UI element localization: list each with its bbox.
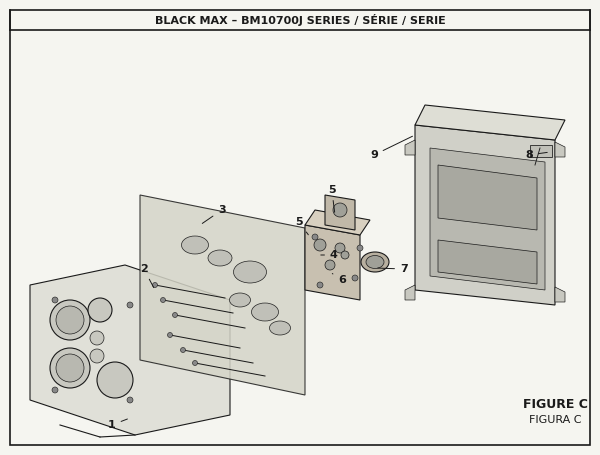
Circle shape: [127, 397, 133, 403]
Circle shape: [56, 354, 84, 382]
Circle shape: [50, 348, 90, 388]
Circle shape: [161, 298, 166, 303]
Circle shape: [52, 387, 58, 393]
Ellipse shape: [361, 252, 389, 272]
Circle shape: [173, 313, 178, 318]
Circle shape: [167, 333, 173, 338]
Text: 5: 5: [295, 217, 308, 235]
Polygon shape: [305, 225, 360, 300]
Polygon shape: [305, 210, 370, 235]
Circle shape: [152, 283, 157, 288]
Polygon shape: [555, 142, 565, 157]
Circle shape: [97, 362, 133, 398]
Text: 5: 5: [328, 185, 335, 212]
Text: 6: 6: [332, 273, 346, 285]
Polygon shape: [405, 285, 415, 300]
Circle shape: [127, 302, 133, 308]
Polygon shape: [415, 125, 555, 305]
Circle shape: [357, 245, 363, 251]
Circle shape: [317, 282, 323, 288]
Text: 2: 2: [140, 264, 154, 288]
Circle shape: [352, 275, 358, 281]
Polygon shape: [405, 140, 415, 155]
Ellipse shape: [182, 236, 209, 254]
Polygon shape: [30, 265, 230, 435]
Text: BLACK MAX – BM10700J SERIES / SÉRIE / SERIE: BLACK MAX – BM10700J SERIES / SÉRIE / SE…: [155, 14, 445, 26]
Circle shape: [193, 360, 197, 365]
Polygon shape: [415, 105, 565, 140]
Circle shape: [90, 349, 104, 363]
Text: 1: 1: [108, 419, 127, 430]
Bar: [530, 145, 552, 157]
Ellipse shape: [269, 321, 290, 335]
Circle shape: [333, 203, 347, 217]
Circle shape: [56, 306, 84, 334]
Polygon shape: [438, 240, 537, 284]
Ellipse shape: [208, 250, 232, 266]
Circle shape: [50, 300, 90, 340]
Circle shape: [312, 234, 318, 240]
Polygon shape: [555, 287, 565, 302]
Text: FIGURE C: FIGURE C: [523, 399, 587, 411]
Text: FIGURA C: FIGURA C: [529, 415, 581, 425]
Circle shape: [181, 348, 185, 353]
Polygon shape: [430, 148, 545, 290]
Ellipse shape: [233, 261, 266, 283]
Ellipse shape: [366, 256, 384, 268]
Polygon shape: [140, 195, 305, 395]
Text: 7: 7: [378, 264, 408, 274]
Polygon shape: [325, 195, 355, 230]
Text: 3: 3: [202, 205, 226, 223]
Text: 4: 4: [321, 250, 338, 260]
Circle shape: [90, 331, 104, 345]
Circle shape: [314, 239, 326, 251]
Circle shape: [341, 251, 349, 259]
Circle shape: [325, 260, 335, 270]
Circle shape: [88, 298, 112, 322]
Text: 8: 8: [525, 150, 547, 160]
Circle shape: [52, 297, 58, 303]
Text: 9: 9: [370, 136, 412, 160]
Polygon shape: [438, 165, 537, 230]
Ellipse shape: [251, 303, 278, 321]
Circle shape: [335, 243, 345, 253]
Ellipse shape: [229, 293, 251, 307]
